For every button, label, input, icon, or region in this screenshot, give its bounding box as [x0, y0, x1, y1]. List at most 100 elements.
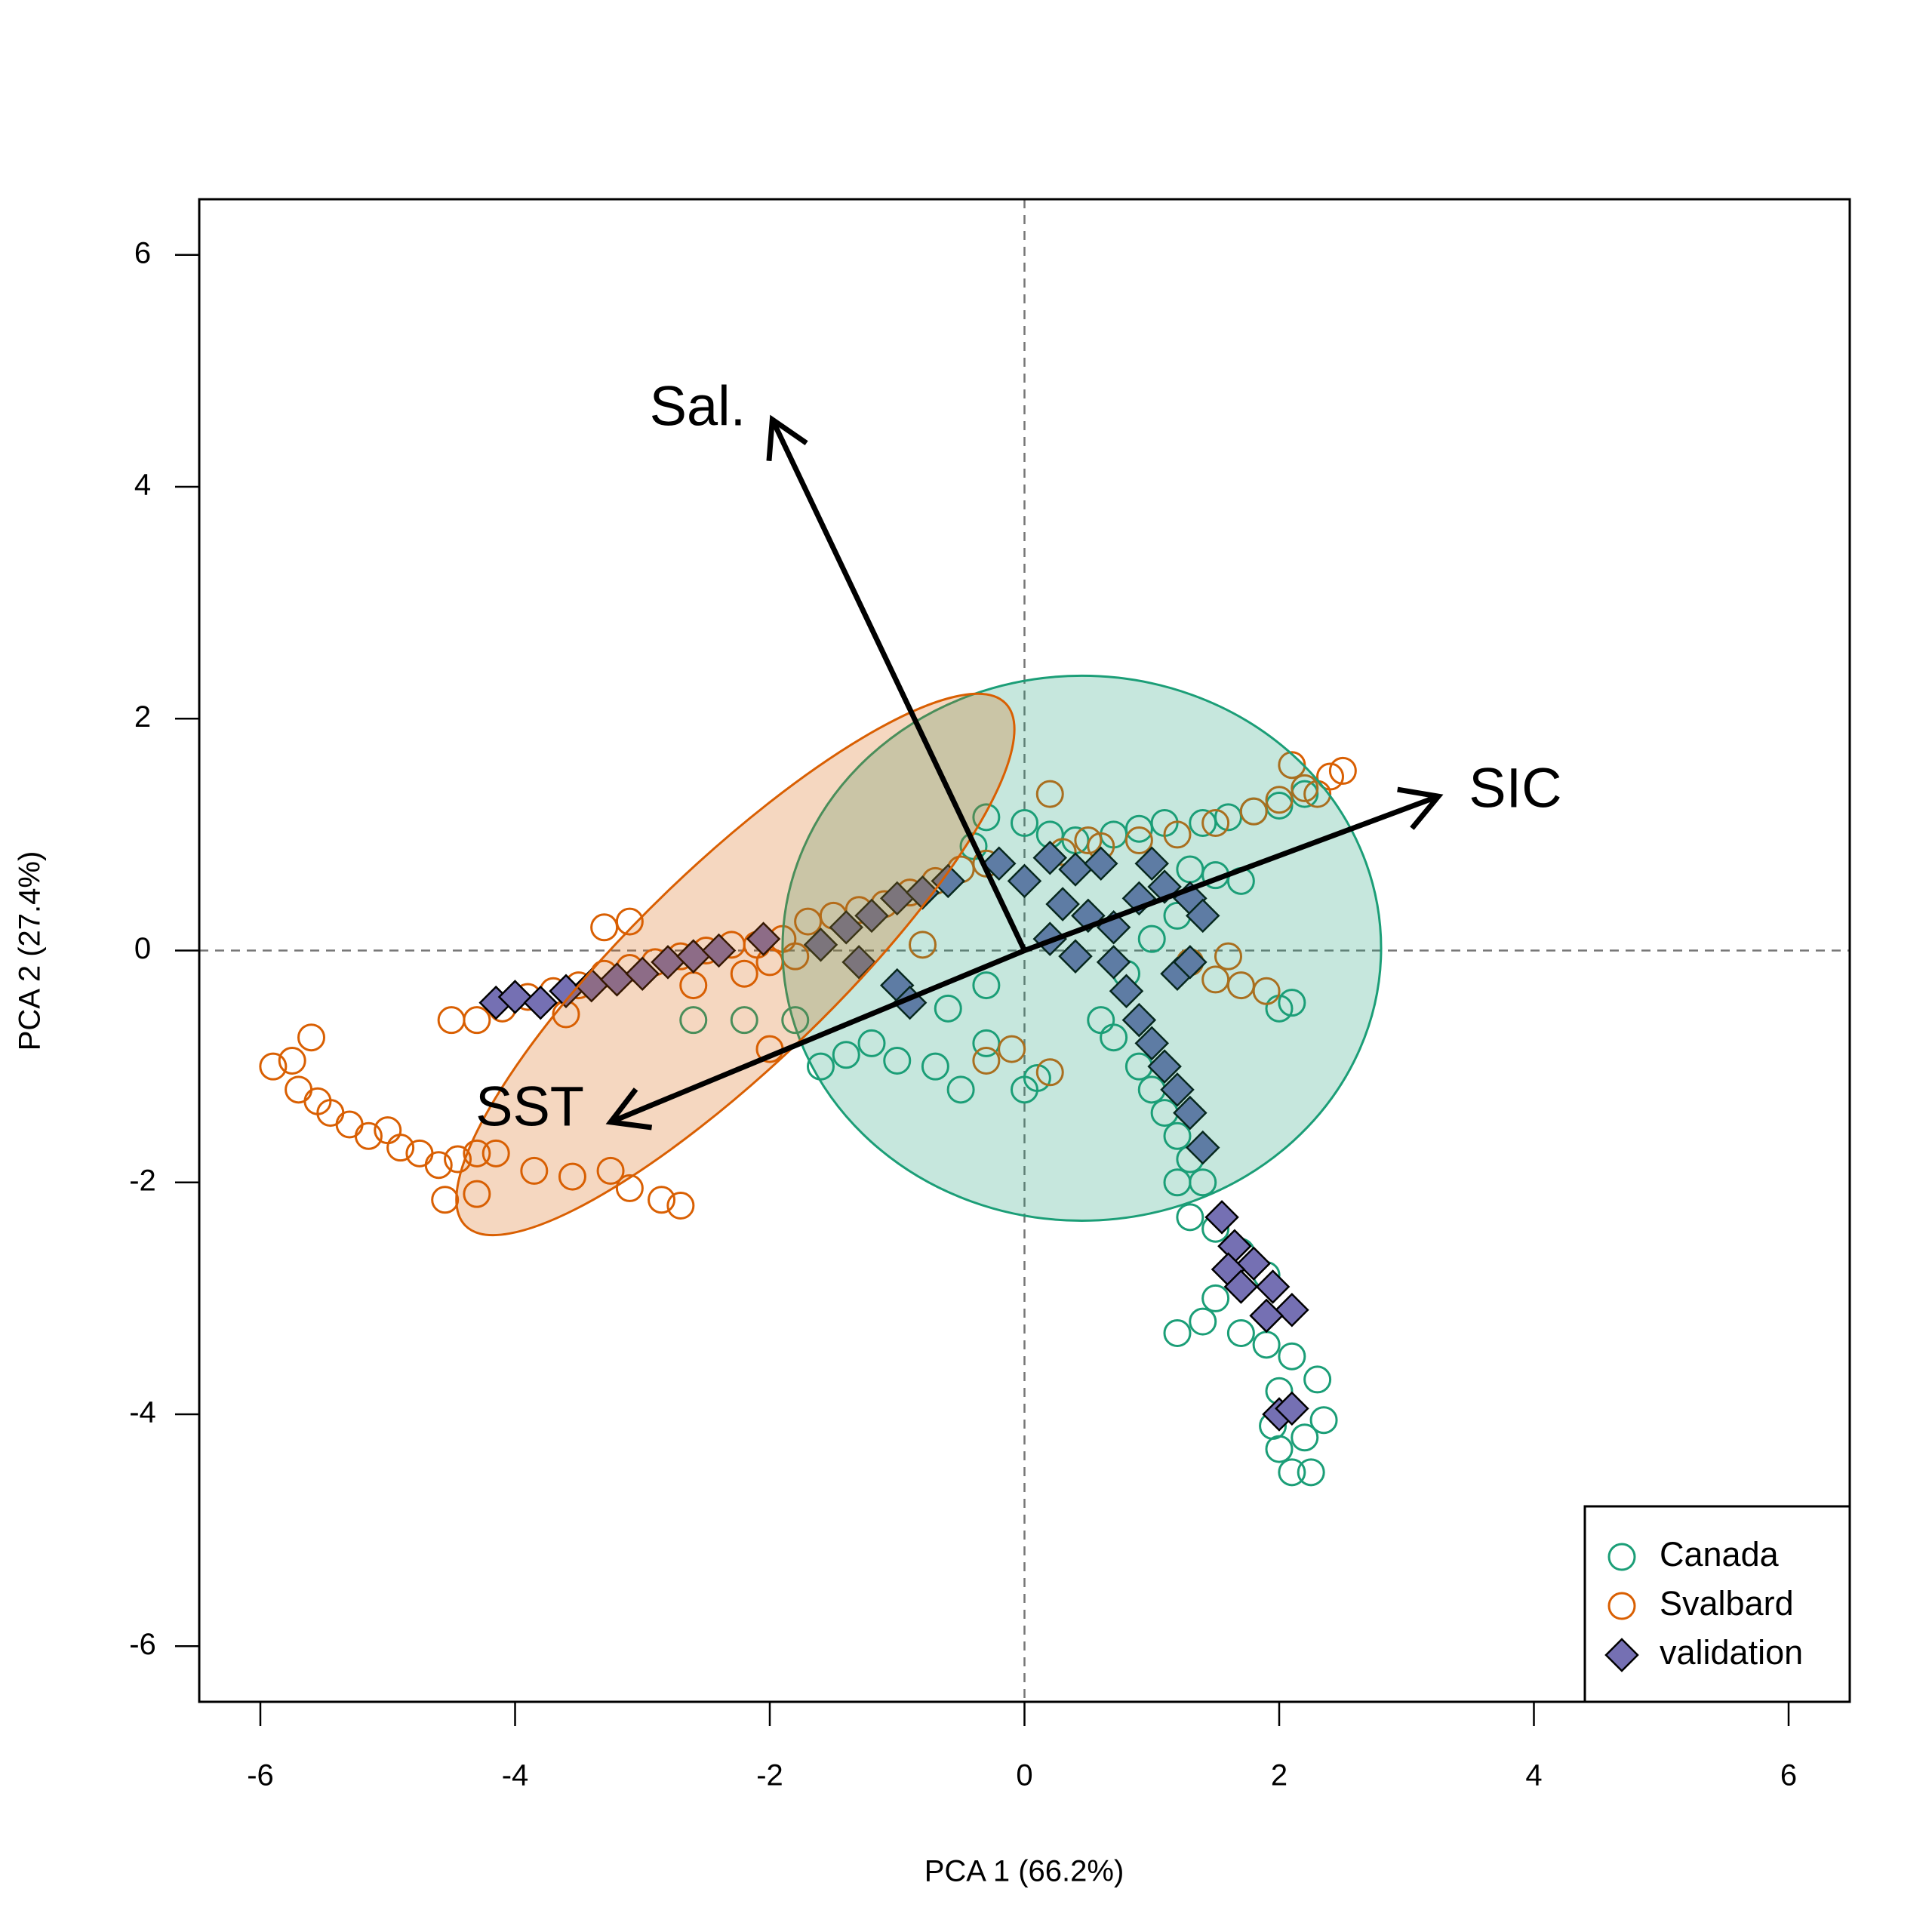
point: [1032, 840, 1068, 875]
loading-arrow: [1023, 793, 1440, 953]
point: [497, 980, 533, 1014]
x-axis-label: PCA 1 (66.2%): [924, 1855, 1124, 1888]
point: [1214, 942, 1242, 971]
point: [1011, 809, 1038, 838]
point: [481, 1139, 510, 1168]
point: [386, 1134, 415, 1162]
point: [921, 1052, 949, 1081]
point: [1163, 1318, 1192, 1347]
y-tick-label: -4: [129, 1396, 156, 1429]
y-tick-label: 4: [134, 469, 151, 502]
point: [730, 959, 758, 988]
point: [1185, 1130, 1220, 1165]
point: [1121, 1002, 1157, 1038]
point: [596, 1156, 625, 1185]
point: [1201, 809, 1230, 838]
legend-marker: [1604, 1638, 1639, 1672]
point: [444, 1145, 472, 1174]
point: [701, 933, 737, 968]
point: [1204, 1200, 1239, 1235]
point: [1134, 1026, 1170, 1061]
point: [905, 875, 940, 910]
plot-frame: [198, 198, 1851, 1703]
series-2: [478, 840, 1309, 1432]
point: [1226, 1318, 1255, 1347]
point: [1291, 1423, 1319, 1452]
point: [666, 1191, 695, 1220]
point: [558, 1162, 586, 1191]
point: [807, 1052, 835, 1081]
point: [1265, 1435, 1294, 1463]
confidence-ellipse: [455, 692, 1016, 1237]
point: [1163, 1168, 1192, 1197]
point: [1189, 1307, 1217, 1336]
loading-arrow: [609, 948, 1026, 1125]
point: [857, 1029, 886, 1057]
point: [1147, 1049, 1182, 1084]
point: [520, 1156, 549, 1185]
point: [278, 1046, 306, 1075]
point: [335, 1110, 364, 1139]
point: [1252, 977, 1281, 1005]
point: [1083, 846, 1118, 881]
point: [1265, 786, 1294, 814]
point: [463, 1139, 491, 1168]
point: [1249, 1298, 1284, 1334]
point: [1239, 797, 1268, 826]
point: [1176, 1203, 1204, 1232]
point: [1045, 887, 1080, 921]
series-0: [679, 780, 1338, 1487]
point: [374, 1116, 402, 1145]
point: [1278, 1458, 1306, 1487]
point: [829, 910, 864, 945]
legend-label: validation: [1660, 1633, 1803, 1672]
loading-label: Sal.: [650, 374, 746, 437]
point: [946, 1075, 975, 1104]
point: [648, 1186, 676, 1214]
y-tick-label: 0: [134, 932, 151, 965]
point: [1291, 774, 1319, 802]
point: [854, 898, 889, 934]
point: [931, 863, 966, 899]
point: [1096, 945, 1131, 980]
point: [781, 1006, 810, 1035]
x-tick-label: 6: [1780, 1759, 1797, 1792]
point: [832, 1041, 860, 1069]
point: [1223, 1269, 1259, 1304]
x-tick-label: -4: [502, 1759, 529, 1792]
arrow-head: [605, 1088, 653, 1131]
point: [437, 1006, 466, 1035]
y-tick-label: -6: [129, 1628, 156, 1661]
point: [297, 1023, 325, 1052]
loading-label: SST: [475, 1075, 584, 1137]
loading-arrow: [770, 418, 1027, 952]
point: [1160, 1072, 1195, 1107]
point: [463, 1180, 491, 1208]
point: [625, 956, 660, 991]
legend-marker: [1607, 1592, 1636, 1620]
arrow-head: [1397, 786, 1444, 830]
point: [1109, 974, 1144, 1009]
point: [615, 907, 644, 936]
point: [1173, 945, 1208, 980]
point: [972, 1046, 1001, 1075]
point: [730, 1006, 758, 1035]
point: [1275, 1292, 1309, 1327]
legend-marker: [1607, 1543, 1636, 1571]
x-tick-label: -2: [756, 1759, 783, 1792]
point: [1278, 1342, 1306, 1371]
legend-label: Canada: [1660, 1535, 1780, 1574]
point: [1035, 780, 1064, 808]
point: [1328, 756, 1357, 785]
y-tick-label: -2: [129, 1164, 156, 1197]
point: [463, 1006, 491, 1035]
point: [523, 985, 558, 1020]
point: [1185, 898, 1220, 934]
point: [1278, 989, 1306, 1017]
legend-label: Svalbard: [1660, 1584, 1794, 1623]
point: [1124, 826, 1153, 855]
x-tick-label: 4: [1525, 1759, 1542, 1792]
x-tick-label: -6: [247, 1759, 274, 1792]
